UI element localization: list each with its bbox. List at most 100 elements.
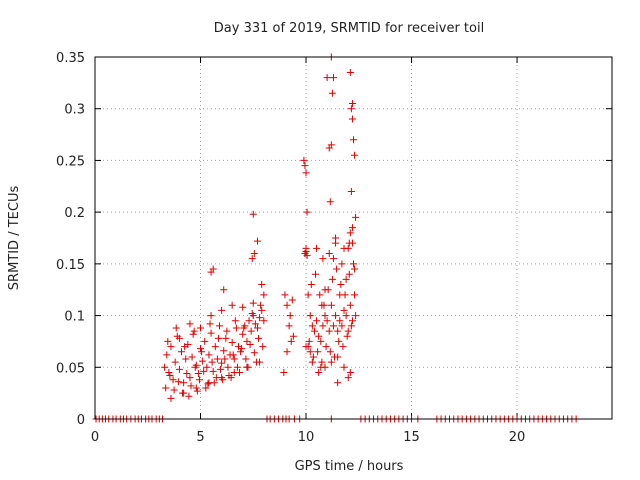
data-point <box>344 374 352 382</box>
data-point <box>289 332 297 340</box>
y-tick-label: 0.15 <box>56 258 85 273</box>
y-tick-label: 0.25 <box>56 154 85 169</box>
data-point <box>322 343 330 351</box>
data-point <box>333 265 341 273</box>
data-point <box>204 380 212 388</box>
data-point <box>165 368 173 376</box>
data-point <box>332 312 340 320</box>
data-point <box>175 365 183 373</box>
data-point <box>283 348 291 356</box>
data-point <box>248 310 256 318</box>
data-point <box>243 337 251 345</box>
data-point <box>310 327 318 335</box>
data-point <box>186 320 194 328</box>
data-point <box>205 379 213 387</box>
data-point <box>280 368 288 376</box>
data-point <box>163 351 171 359</box>
data-point <box>240 324 248 332</box>
data-point <box>350 260 357 268</box>
data-point <box>308 322 316 330</box>
data-point <box>325 327 333 335</box>
data-point <box>348 224 356 232</box>
data-point <box>329 322 337 330</box>
data-point <box>223 327 231 335</box>
data-point <box>334 379 342 387</box>
data-point <box>214 334 222 342</box>
x-tick-label: 0 <box>91 430 99 445</box>
data-point <box>221 355 229 363</box>
data-point <box>172 324 180 332</box>
data-point <box>315 332 323 340</box>
data-point <box>338 260 346 268</box>
data-series <box>92 53 580 423</box>
data-point <box>253 237 261 245</box>
data-point <box>174 378 182 386</box>
data-point <box>350 136 357 144</box>
data-point <box>243 363 251 371</box>
y-axis-label: SRMTID / TECUs <box>7 186 22 291</box>
data-point <box>346 69 354 77</box>
data-point <box>328 275 336 283</box>
data-point <box>260 317 268 325</box>
data-point <box>326 198 334 206</box>
data-point <box>218 306 226 314</box>
data-point <box>197 324 205 332</box>
data-point <box>251 320 259 328</box>
data-point <box>328 89 336 97</box>
data-point <box>194 369 202 377</box>
data-point <box>198 348 206 356</box>
data-point <box>249 299 257 307</box>
data-point <box>329 74 337 82</box>
grid <box>95 57 612 419</box>
data-point <box>162 384 170 392</box>
data-point <box>304 343 312 351</box>
data-point <box>247 327 255 335</box>
data-point <box>342 312 350 320</box>
data-point <box>167 343 175 351</box>
x-axis-label: GPS time / hours <box>295 459 404 474</box>
data-point <box>187 382 195 390</box>
data-point <box>348 100 356 108</box>
data-point <box>175 334 183 342</box>
data-point <box>169 376 177 384</box>
data-point <box>317 363 325 371</box>
data-point <box>189 330 197 338</box>
data-point <box>346 368 354 376</box>
data-point <box>209 367 217 375</box>
data-point <box>347 322 355 330</box>
chart-title: Day 331 of 2019, SRMTID for receiver toi… <box>214 21 484 36</box>
data-point <box>312 270 320 278</box>
y-tick-label: 0.35 <box>56 51 85 66</box>
data-point <box>308 358 316 366</box>
data-point <box>201 337 209 345</box>
data-point <box>188 353 196 361</box>
data-point <box>256 314 264 322</box>
data-point <box>239 303 247 311</box>
data-point <box>230 368 238 376</box>
data-point <box>250 250 258 258</box>
data-point <box>281 291 289 299</box>
data-point <box>303 208 311 216</box>
data-point <box>238 345 246 353</box>
data-point <box>334 353 342 361</box>
data-point <box>287 337 295 345</box>
data-point <box>325 144 333 152</box>
data-point <box>211 343 219 351</box>
data-point <box>335 337 343 345</box>
data-point <box>180 389 188 397</box>
data-point <box>218 359 226 367</box>
data-point <box>302 169 310 177</box>
x-tick-label: 20 <box>509 430 526 445</box>
data-point <box>220 286 228 294</box>
data-point <box>313 317 321 325</box>
data-point <box>342 275 350 283</box>
data-point <box>257 301 265 309</box>
data-point <box>300 156 308 164</box>
data-point <box>315 368 323 376</box>
data-point <box>307 281 315 289</box>
data-point <box>231 317 239 325</box>
data-point <box>303 252 311 260</box>
data-point <box>345 239 353 247</box>
data-point <box>227 374 235 382</box>
